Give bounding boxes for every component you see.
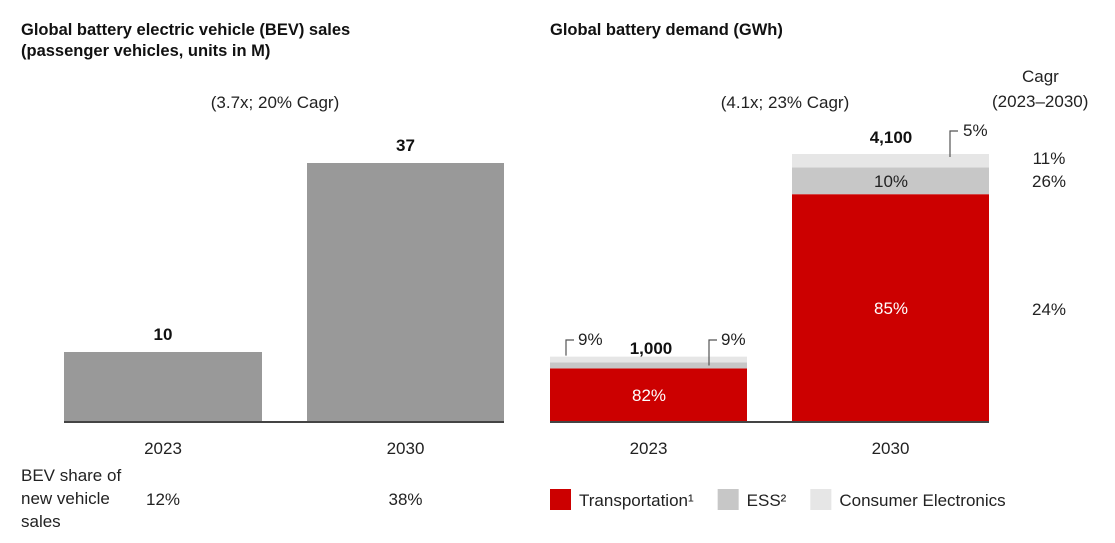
bev-x-tick-2030: 2030 <box>387 439 425 458</box>
label-consumer-2030: 5% <box>963 121 988 140</box>
label-ess-2030: 10% <box>874 172 908 191</box>
cagr-header-line2: (2023–2030) <box>992 92 1088 111</box>
demand-x-tick-2023: 2023 <box>630 439 668 458</box>
cagr-consumer: 11% <box>1033 149 1066 168</box>
right-chart-title: Global battery demand (GWh) <box>550 21 783 39</box>
bev-bar-2030 <box>307 163 504 422</box>
callout-consumer-2023 <box>565 339 574 356</box>
demand-growth-annotation: (4.1x; 23% Cagr) <box>721 93 850 112</box>
demand-total-2030: 4,100 <box>870 128 913 147</box>
legend-label-transportation: Transportation¹ <box>579 491 694 510</box>
demand-segment-transportation-2023 <box>550 368 747 422</box>
bev-share-label-line3: sales <box>21 512 61 531</box>
legend-swatch-ess <box>717 489 739 510</box>
bev-value-label-2030: 37 <box>396 136 415 155</box>
callout-consumer-2030 <box>949 130 958 157</box>
legend-label-ess: ESS² <box>747 491 787 510</box>
label-consumer-2023: 9% <box>578 330 603 349</box>
left-chart-title-line1: Global battery electric vehicle (BEV) sa… <box>21 21 351 39</box>
bev-x-tick-2023: 2023 <box>144 439 182 458</box>
bev-share-value-2023: 12% <box>146 490 180 509</box>
bev-value-label-2023: 10 <box>154 325 173 344</box>
cagr-header-line1: Cagr <box>1022 67 1059 86</box>
demand-total-2023: 1,000 <box>630 339 673 358</box>
bev-share-value-2030: 38% <box>388 490 422 509</box>
demand-x-tick-2030: 2030 <box>872 439 910 458</box>
bev-bar-2023 <box>64 352 262 422</box>
legend-label-consumer: Consumer Electronics <box>839 491 1005 510</box>
bev-share-label-line1: BEV share of <box>21 466 122 485</box>
demand-segment-ess-2030 <box>792 167 989 195</box>
demand-segment-ess-2023 <box>550 362 747 369</box>
label-ess-2023: 9% <box>721 330 746 349</box>
bev-growth-annotation: (3.7x; 20% Cagr) <box>211 93 340 112</box>
legend-swatch-consumer <box>810 489 832 510</box>
demand-segment-consumer-2023 <box>550 356 747 363</box>
callout-ess-2023 <box>708 339 717 366</box>
cagr-transportation: 24% <box>1032 300 1066 319</box>
legend-swatch-transportation <box>550 489 571 510</box>
demand-segment-transportation-2030 <box>792 194 989 422</box>
demand-segment-consumer-2030 <box>792 154 989 168</box>
bev-share-label-line2: new vehicle <box>21 489 110 508</box>
left-chart-title-line2: (passenger vehicles, units in M) <box>21 42 271 60</box>
label-transportation-2023: 82% <box>632 386 666 405</box>
cagr-ess: 26% <box>1032 172 1066 191</box>
label-transportation-2030: 85% <box>874 299 908 318</box>
